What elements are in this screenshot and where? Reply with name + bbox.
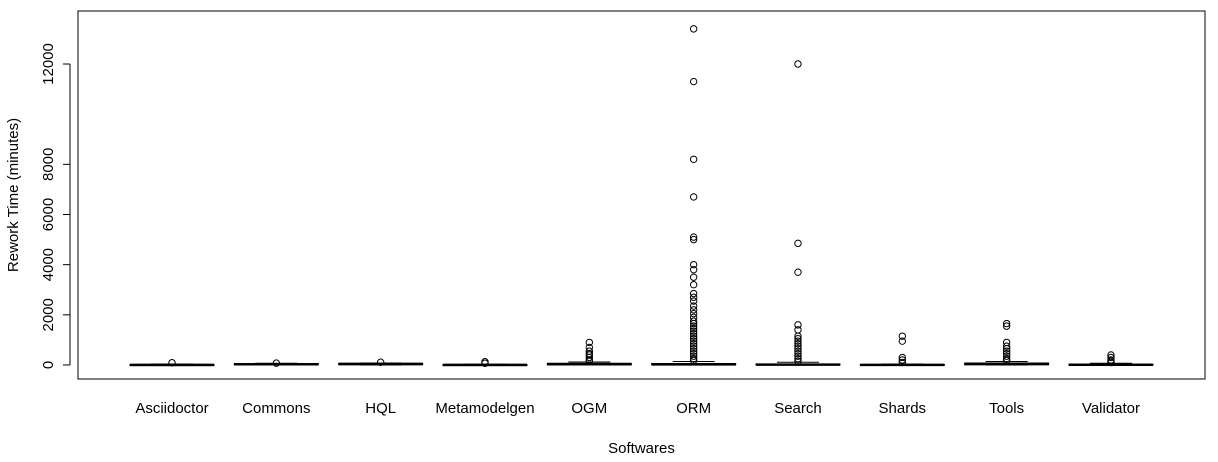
outlier-point xyxy=(689,281,698,289)
outlier-point xyxy=(1002,338,1011,347)
outlier-point xyxy=(898,332,907,340)
outlier-point xyxy=(689,297,698,305)
outlier-point xyxy=(689,193,698,201)
outlier-point xyxy=(898,337,907,345)
box-commons xyxy=(233,362,319,366)
outlier-point xyxy=(689,339,698,348)
outlier-point xyxy=(794,339,802,348)
y-tick-label: 8000 xyxy=(40,148,57,181)
outlier-point xyxy=(794,60,802,68)
outlier-point xyxy=(689,265,698,274)
boxes xyxy=(129,360,1154,367)
outlier-point xyxy=(689,25,698,33)
outlier-point xyxy=(794,347,802,355)
outlier-point xyxy=(1002,342,1011,350)
y-tick-label: 4000 xyxy=(40,248,57,281)
outlier-point xyxy=(481,358,489,366)
outlier-point xyxy=(794,337,802,345)
outlier-point xyxy=(689,352,698,360)
outlier-point xyxy=(898,353,907,362)
outlier-point xyxy=(1002,347,1011,355)
y-tick-label: 2000 xyxy=(40,298,57,331)
x-tick-label: Asciidoctor xyxy=(135,400,208,417)
x-axis: Asciidoctor Commons HQL Metamodelgen OGM ORM S… xyxy=(135,400,1140,417)
outlier-point xyxy=(689,289,698,298)
outlier-point xyxy=(689,317,698,325)
x-axis-title: Softwares xyxy=(608,440,675,457)
outlier-point xyxy=(689,334,698,343)
outliers xyxy=(168,25,1115,367)
outlier-point xyxy=(689,327,698,335)
outlier-point xyxy=(689,342,698,350)
x-tick-label: Tools xyxy=(989,400,1024,417)
outlier-point xyxy=(689,260,698,269)
x-tick-label: HQL xyxy=(365,400,396,417)
outlier-point xyxy=(1002,355,1011,363)
outlier-point xyxy=(376,358,385,366)
outlier-point xyxy=(689,347,698,355)
outlier-point xyxy=(689,322,698,330)
box-asciidoctor xyxy=(129,363,215,367)
outlier-point xyxy=(689,350,698,358)
outlier-point xyxy=(1002,322,1011,330)
y-axis-title: Rework Time (minutes) xyxy=(5,118,22,272)
outlier-point xyxy=(794,239,802,248)
outlier-point xyxy=(689,344,698,353)
outlier-point xyxy=(689,273,698,281)
outlier-point xyxy=(689,302,698,310)
outlier-point xyxy=(794,350,802,358)
outlier-point xyxy=(898,358,907,367)
outlier-point xyxy=(689,235,698,244)
x-tick-label: Shards xyxy=(879,400,927,417)
x-tick-label: OGM xyxy=(571,400,607,417)
outlier-point xyxy=(689,324,698,333)
outlier-point xyxy=(168,359,176,367)
outlier-point xyxy=(1002,350,1011,358)
outlier-point xyxy=(689,332,698,340)
y-axis: 0 2000 4000 6000 8000 12000 xyxy=(40,43,71,369)
x-tick-label: ORM xyxy=(676,400,711,417)
outlier-point xyxy=(689,155,698,164)
outlier-point xyxy=(1107,353,1115,362)
y-tick-label: 0 xyxy=(40,361,57,369)
outlier-point xyxy=(794,352,802,360)
outlier-point xyxy=(689,337,698,345)
y-tick-label: 6000 xyxy=(40,198,57,231)
outlier-point xyxy=(689,293,698,301)
outlier-point xyxy=(794,344,802,353)
outlier-point xyxy=(1002,319,1011,328)
outlier-point xyxy=(585,347,594,355)
outlier-point xyxy=(689,355,698,363)
plot-frame xyxy=(77,10,1206,380)
outlier-point xyxy=(585,343,594,352)
x-tick-label: Commons xyxy=(242,400,310,417)
x-tick-label: Search xyxy=(774,400,822,417)
y-tick-label: 12000 xyxy=(40,43,57,85)
outlier-point xyxy=(1002,352,1011,360)
outlier-point xyxy=(689,306,698,314)
outlier-point xyxy=(585,338,594,347)
outlier-point xyxy=(1107,356,1115,364)
outlier-point xyxy=(1107,351,1115,359)
outlier-point xyxy=(898,356,907,364)
outlier-point xyxy=(794,321,802,329)
outlier-point xyxy=(794,355,802,363)
outlier-point xyxy=(794,342,802,350)
outlier-point xyxy=(794,357,802,365)
outlier-point xyxy=(794,334,802,343)
x-tick-label: Validator xyxy=(1082,400,1140,417)
outlier-point xyxy=(689,313,698,322)
outlier-point xyxy=(689,309,698,318)
outlier-point xyxy=(272,359,281,367)
outlier-point xyxy=(689,233,698,241)
outlier-point xyxy=(689,77,698,86)
x-tick-label: Metamodelgen xyxy=(435,400,534,417)
box-hql xyxy=(338,362,424,366)
outlier-point xyxy=(794,326,802,334)
outlier-point xyxy=(689,329,698,338)
outlier-point xyxy=(794,268,802,276)
